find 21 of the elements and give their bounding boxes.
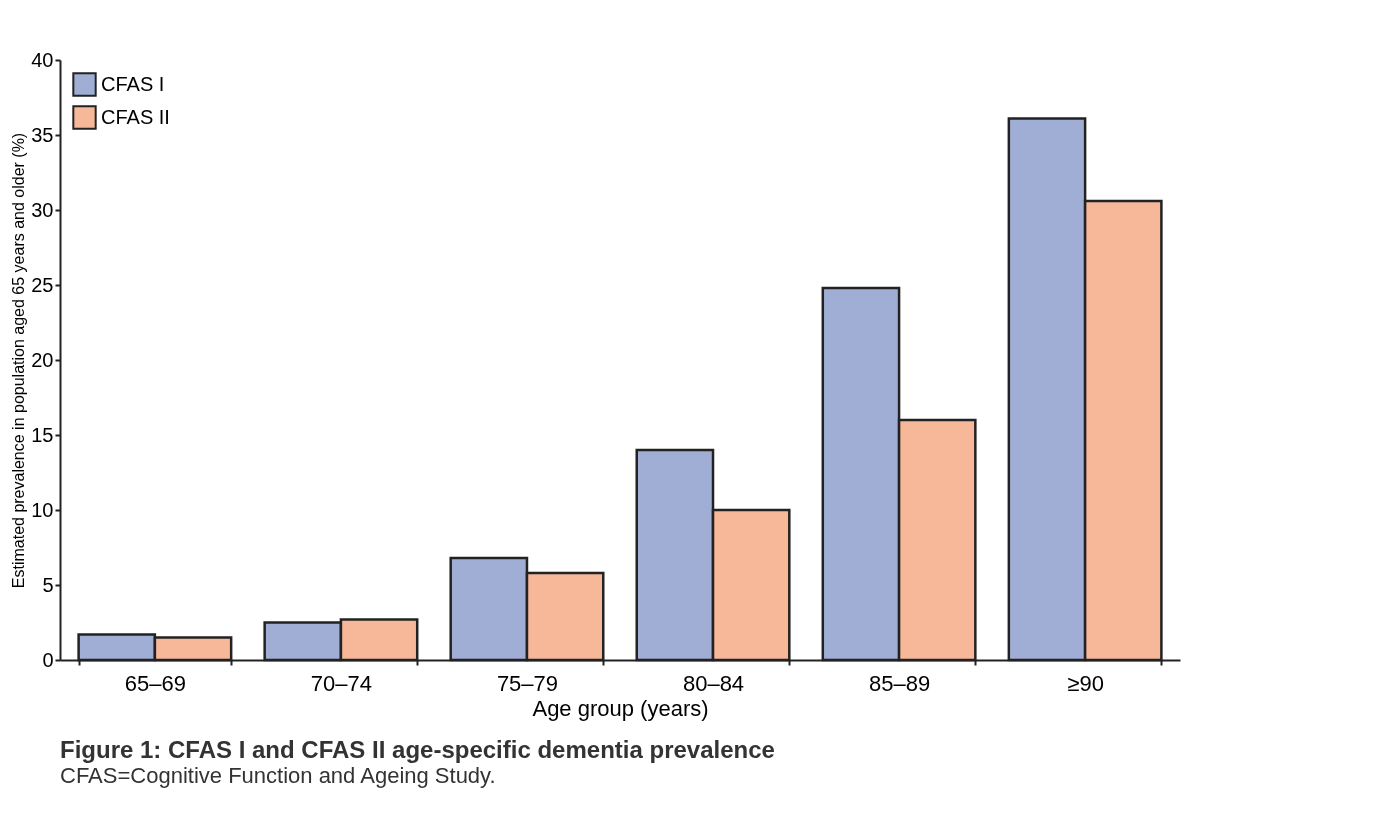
legend-label: CFAS II (101, 105, 170, 128)
y-tick-label: 5 (42, 573, 54, 596)
y-tick-label: 40 (31, 48, 54, 71)
y-tick-label: 20 (31, 348, 54, 371)
text: Figure 1: CFAS I and CFAS II age-specific dementia prevalence (60, 736, 775, 763)
y-tick-label: 15 (31, 423, 54, 446)
y-tick-label: 25 (31, 273, 54, 296)
y-tick-label: 0 (42, 648, 54, 671)
x-tick-label: 75–79 (496, 670, 559, 696)
y-tick-label: 30 (31, 198, 54, 221)
text: CFAS=Cognitive Function and Ageing Study. (60, 763, 496, 788)
y-axis-title: Estimated prevalence in population aged 65 years and older (%) (10, 132, 28, 589)
x-tick-label: 80–84 (682, 670, 745, 696)
x-axis-title: Age group (years) (532, 695, 709, 721)
x-tick-label: 70–74 (310, 670, 373, 696)
x-tick-label: ≥90 (1067, 670, 1104, 696)
x-tick-label: 85–89 (868, 670, 931, 696)
legend-label: CFAS I (101, 72, 165, 95)
y-tick-label: 35 (31, 123, 54, 146)
x-tick-label: 65–69 (124, 670, 186, 696)
y-tick-label: 10 (31, 498, 54, 521)
